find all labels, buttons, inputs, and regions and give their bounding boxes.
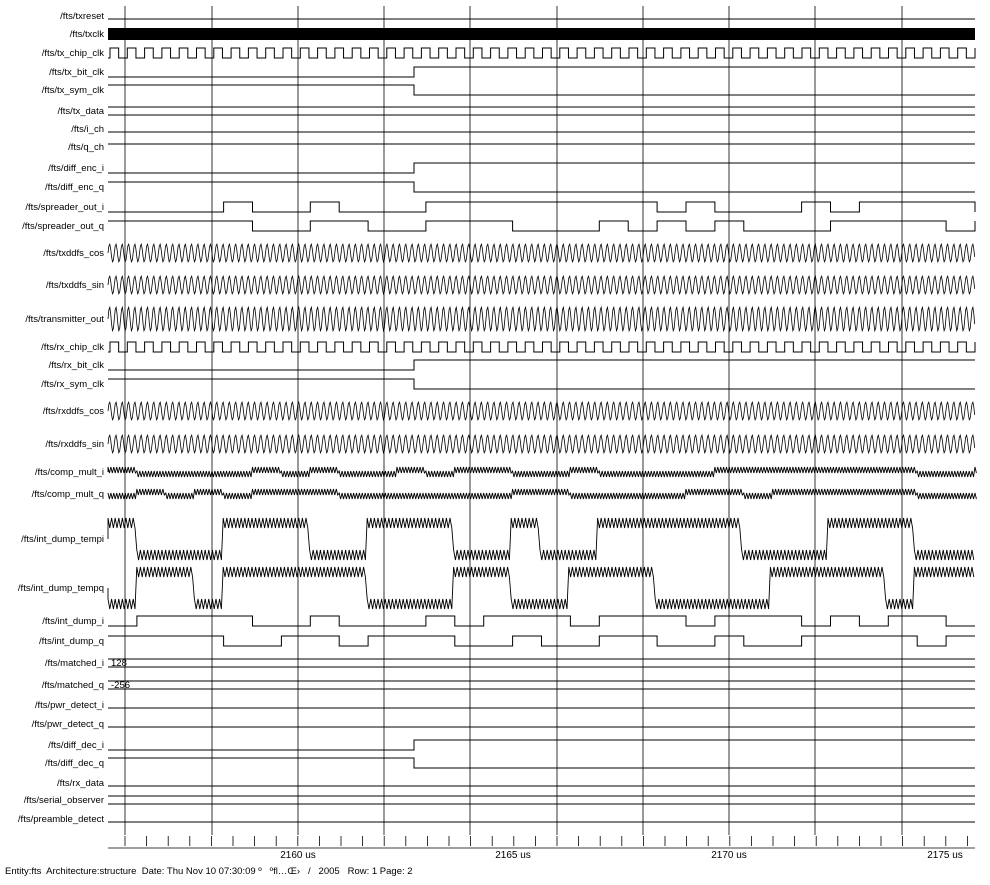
signal-name[interactable]: /fts/int_dump_q (39, 636, 104, 647)
signal-name[interactable]: /fts/int_dump_i (42, 616, 104, 627)
signal-name[interactable]: /fts/rxddfs_sin (45, 439, 104, 450)
signal-name[interactable]: /fts/tx_bit_clk (49, 67, 104, 78)
axis-tick-label: 2165 us (495, 850, 531, 861)
time-axis: 2160 us 2165 us 2170 us 2175 us (108, 836, 975, 861)
axis-tick-label: 2170 us (711, 850, 747, 861)
axis-tick-label: 2175 us (927, 850, 963, 861)
signal-trace (108, 106, 975, 116)
signal-trace (108, 635, 975, 647)
signal-trace (108, 378, 975, 390)
signal-name[interactable]: /fts/int_dump_tempq (18, 583, 104, 594)
signal-name[interactable]: /fts/pwr_detect_i (35, 700, 104, 711)
signal-name[interactable]: /fts/preamble_detect (18, 814, 104, 825)
signal-trace (108, 162, 975, 174)
signal-name[interactable]: /fts/diff_dec_q (45, 758, 104, 769)
signal-name[interactable]: /fts/q_ch (68, 142, 104, 153)
signal-name[interactable]: /fts/txclk (70, 29, 105, 40)
signal-trace (108, 66, 975, 78)
signal-value-label: -256 (111, 680, 130, 691)
signal-name[interactable]: /fts/tx_data (58, 106, 105, 117)
signal-trace (107, 305, 976, 333)
signal-name[interactable]: /fts/comp_mult_q (32, 489, 104, 500)
signal-name[interactable]: /fts/txddfs_cos (43, 248, 104, 259)
signal-trace (108, 739, 975, 751)
signal-trace (107, 274, 976, 296)
signal-trace (107, 466, 977, 478)
signal-name[interactable]: /fts/txddfs_sin (46, 280, 104, 291)
signal-name[interactable]: /fts/rx_bit_clk (49, 360, 105, 371)
signal-trace (108, 84, 975, 96)
signal-trace (108, 28, 975, 40)
signal-name[interactable]: /fts/comp_mult_i (35, 467, 104, 478)
signal-value-label: 128 (111, 658, 127, 669)
signal-trace (108, 757, 975, 769)
signal-name-column: /fts/txreset/fts/txclk/fts/tx_chip_clk/f… (18, 11, 105, 825)
signal-name[interactable]: /fts/matched_i (45, 658, 104, 669)
axis-tick-label: 2160 us (280, 850, 316, 861)
signal-name[interactable]: /fts/pwr_detect_q (32, 719, 104, 730)
signal-name[interactable]: /fts/tx_chip_clk (42, 48, 105, 59)
signal-trace (108, 47, 976, 59)
signal-name[interactable]: /fts/diff_enc_q (45, 182, 104, 193)
signal-trace (107, 400, 976, 422)
print-footer: Entity:fts Architecture:structure Date: … (5, 866, 413, 877)
signal-name[interactable]: /fts/diff_enc_i (48, 163, 104, 174)
signal-trace (107, 242, 976, 264)
signal-trace (108, 359, 975, 371)
signal-name[interactable]: /fts/rxddfs_cos (43, 406, 104, 417)
signal-name[interactable]: /fts/serial_observer (24, 795, 104, 806)
signal-trace (108, 220, 976, 232)
signal-trace (107, 517, 975, 561)
signal-traces: 128 -256 (107, 18, 977, 823)
signal-name[interactable]: /fts/spreader_out_i (25, 202, 104, 213)
signal-name[interactable]: /fts/spreader_out_q (22, 221, 104, 232)
signal-trace (108, 341, 976, 353)
signal-name[interactable]: /fts/tx_sym_clk (42, 85, 105, 96)
signal-trace: -256 (108, 680, 975, 691)
signal-trace (107, 566, 975, 610)
signal-name[interactable]: /fts/diff_dec_i (48, 740, 104, 751)
signal-trace (107, 488, 977, 500)
signal-trace (108, 181, 975, 193)
signal-name[interactable]: /fts/rx_sym_clk (41, 379, 104, 390)
signal-trace (108, 795, 975, 805)
signal-name[interactable]: /fts/i_ch (71, 124, 104, 135)
signal-name[interactable]: /fts/rx_chip_clk (41, 342, 104, 353)
signal-name[interactable]: /fts/txreset (60, 11, 104, 22)
signal-trace (108, 201, 976, 213)
signal-name[interactable]: /fts/int_dump_tempi (21, 534, 104, 545)
signal-name[interactable]: /fts/transmitter_out (25, 314, 104, 325)
signal-name[interactable]: /fts/matched_q (42, 680, 104, 691)
signal-name[interactable]: /fts/rx_data (57, 778, 105, 789)
signal-trace: 128 (108, 658, 975, 669)
signal-trace (108, 615, 975, 627)
signal-trace (107, 433, 976, 455)
waveform-grid (124, 6, 903, 835)
